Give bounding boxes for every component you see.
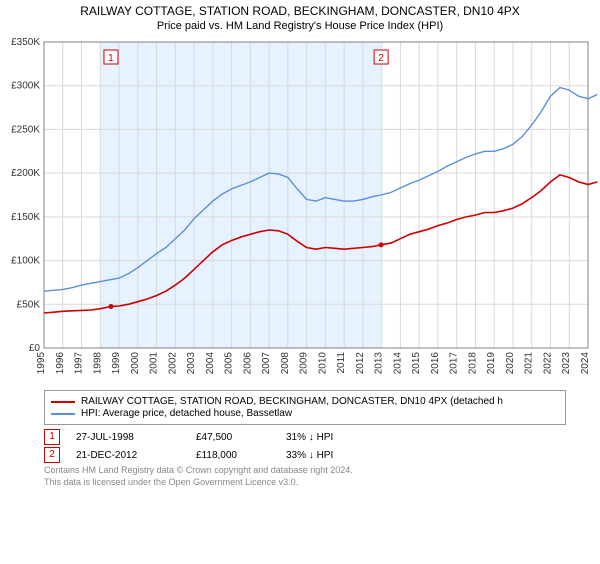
svg-text:£50K: £50K (17, 299, 41, 310)
legend-label: RAILWAY COTTAGE, STATION ROAD, BECKINGHA… (81, 396, 503, 407)
legend-item: RAILWAY COTTAGE, STATION ROAD, BECKINGHA… (51, 396, 559, 407)
svg-text:1999: 1999 (111, 352, 122, 375)
svg-text:£200K: £200K (11, 168, 40, 179)
svg-text:2012: 2012 (355, 352, 366, 375)
svg-text:2000: 2000 (130, 352, 141, 375)
chart-container: RAILWAY COTTAGE, STATION ROAD, BECKINGHA… (0, 4, 600, 564)
svg-text:2004: 2004 (205, 352, 216, 375)
svg-text:2022: 2022 (542, 352, 553, 375)
svg-text:2011: 2011 (336, 352, 347, 374)
svg-text:2003: 2003 (186, 352, 197, 375)
svg-text:2023: 2023 (561, 352, 572, 375)
svg-text:2021: 2021 (524, 352, 535, 375)
legend-swatch (51, 413, 75, 415)
annotation-marker-icon: 2 (44, 447, 60, 463)
svg-text:2015: 2015 (411, 352, 422, 375)
svg-text:2013: 2013 (374, 352, 385, 375)
svg-text:£350K: £350K (11, 37, 40, 48)
svg-text:2010: 2010 (317, 352, 328, 375)
svg-text:2020: 2020 (505, 352, 516, 375)
annotation-pct: 31% ↓ HPI (286, 432, 366, 443)
svg-text:2008: 2008 (280, 352, 291, 375)
footer-line: This data is licensed under the Open Gov… (44, 477, 566, 489)
svg-text:1997: 1997 (74, 352, 85, 375)
price-chart: £0£50K£100K£150K£200K£250K£300K£350K1995… (0, 36, 600, 386)
annotation-marker-icon: 1 (44, 429, 60, 445)
svg-text:2018: 2018 (467, 352, 478, 375)
svg-text:1996: 1996 (55, 352, 66, 375)
chart-title: RAILWAY COTTAGE, STATION ROAD, BECKINGHA… (0, 4, 600, 18)
legend-swatch (51, 401, 75, 403)
svg-text:2019: 2019 (486, 352, 497, 375)
svg-text:2009: 2009 (299, 352, 310, 375)
annotation-date: 21-DEC-2012 (76, 450, 196, 461)
svg-text:£100K: £100K (11, 256, 40, 267)
svg-text:2001: 2001 (149, 352, 160, 375)
svg-text:2014: 2014 (392, 352, 403, 375)
svg-text:2007: 2007 (261, 352, 272, 375)
footer-line: Contains HM Land Registry data © Crown c… (44, 465, 566, 477)
legend-item: HPI: Average price, detached house, Bass… (51, 408, 559, 419)
svg-text:2: 2 (378, 53, 384, 64)
svg-text:2002: 2002 (167, 352, 178, 375)
svg-text:£250K: £250K (11, 124, 40, 135)
svg-text:2017: 2017 (449, 352, 460, 375)
annotation-pct: 33% ↓ HPI (286, 450, 366, 461)
annotation-table: 1 27-JUL-1998 £47,500 31% ↓ HPI 2 21-DEC… (44, 429, 566, 463)
annotation-row: 1 27-JUL-1998 £47,500 31% ↓ HPI (44, 429, 566, 445)
annotation-price: £47,500 (196, 432, 286, 443)
svg-text:£300K: £300K (11, 81, 40, 92)
svg-text:1998: 1998 (92, 352, 103, 375)
legend-label: HPI: Average price, detached house, Bass… (81, 408, 292, 419)
svg-text:2016: 2016 (430, 352, 441, 375)
annotation-date: 27-JUL-1998 (76, 432, 196, 443)
chart-subtitle: Price paid vs. HM Land Registry's House … (0, 20, 600, 32)
svg-text:£150K: £150K (11, 212, 40, 223)
legend: RAILWAY COTTAGE, STATION ROAD, BECKINGHA… (44, 390, 566, 425)
svg-text:1: 1 (108, 53, 114, 64)
svg-text:1995: 1995 (36, 352, 47, 375)
svg-text:2024: 2024 (580, 352, 591, 375)
svg-text:2005: 2005 (224, 352, 235, 375)
footer: Contains HM Land Registry data © Crown c… (44, 465, 566, 488)
annotation-row: 2 21-DEC-2012 £118,000 33% ↓ HPI (44, 447, 566, 463)
svg-text:2006: 2006 (242, 352, 253, 375)
annotation-price: £118,000 (196, 450, 286, 461)
